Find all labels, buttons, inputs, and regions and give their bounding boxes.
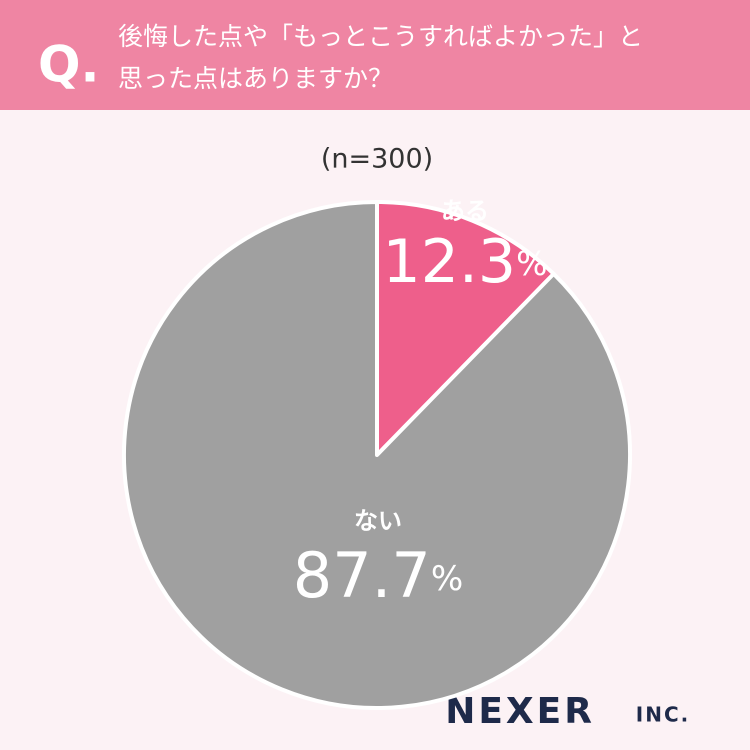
question-mark: Q.	[38, 36, 100, 94]
pie-slice	[122, 200, 632, 710]
value-label: 12.3%	[383, 227, 548, 297]
subtitle: (n=300)	[321, 144, 433, 175]
category-label: ある	[441, 197, 489, 225]
title-line: 後悔した点や「もっとこうすればよかった」と	[118, 22, 643, 51]
header-band	[0, 0, 750, 110]
title-line: 思った点はありますか？	[118, 64, 393, 93]
pie-slice	[375, 200, 556, 457]
logo-name: NEXER	[445, 691, 595, 732]
value-label: 87.7%	[293, 539, 463, 612]
logo-suffix: INC.	[636, 703, 690, 727]
category-label: ない	[354, 507, 402, 535]
